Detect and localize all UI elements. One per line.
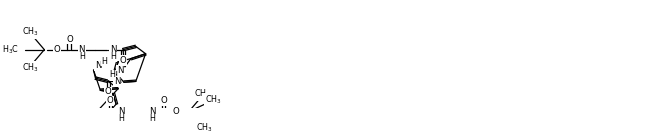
Text: N: N xyxy=(114,77,120,86)
Text: H: H xyxy=(118,114,124,123)
Text: CH$_3$: CH$_3$ xyxy=(22,26,39,38)
Text: N: N xyxy=(79,45,85,54)
Text: N: N xyxy=(110,45,116,54)
Text: CH$_3$: CH$_3$ xyxy=(205,94,222,106)
Text: H: H xyxy=(111,53,116,61)
Text: O: O xyxy=(161,96,168,105)
Text: O: O xyxy=(105,88,112,96)
Text: O: O xyxy=(173,107,179,116)
Text: CH$_3$: CH$_3$ xyxy=(194,87,211,100)
Text: H: H xyxy=(79,53,84,61)
Text: H: H xyxy=(111,71,117,80)
Text: N: N xyxy=(117,66,124,75)
Text: H: H xyxy=(150,114,155,123)
Text: H$_3$C: H$_3$C xyxy=(2,43,19,56)
Text: O: O xyxy=(120,56,126,65)
Text: O: O xyxy=(54,45,60,54)
Text: H: H xyxy=(109,70,115,79)
Text: CH$_3$: CH$_3$ xyxy=(196,122,213,133)
Text: N: N xyxy=(95,61,101,70)
Text: H: H xyxy=(101,57,107,66)
Text: N: N xyxy=(150,107,156,116)
Text: CH$_3$: CH$_3$ xyxy=(22,61,39,74)
Text: O: O xyxy=(66,35,73,44)
Text: O: O xyxy=(107,96,114,105)
Text: N: N xyxy=(118,107,124,116)
